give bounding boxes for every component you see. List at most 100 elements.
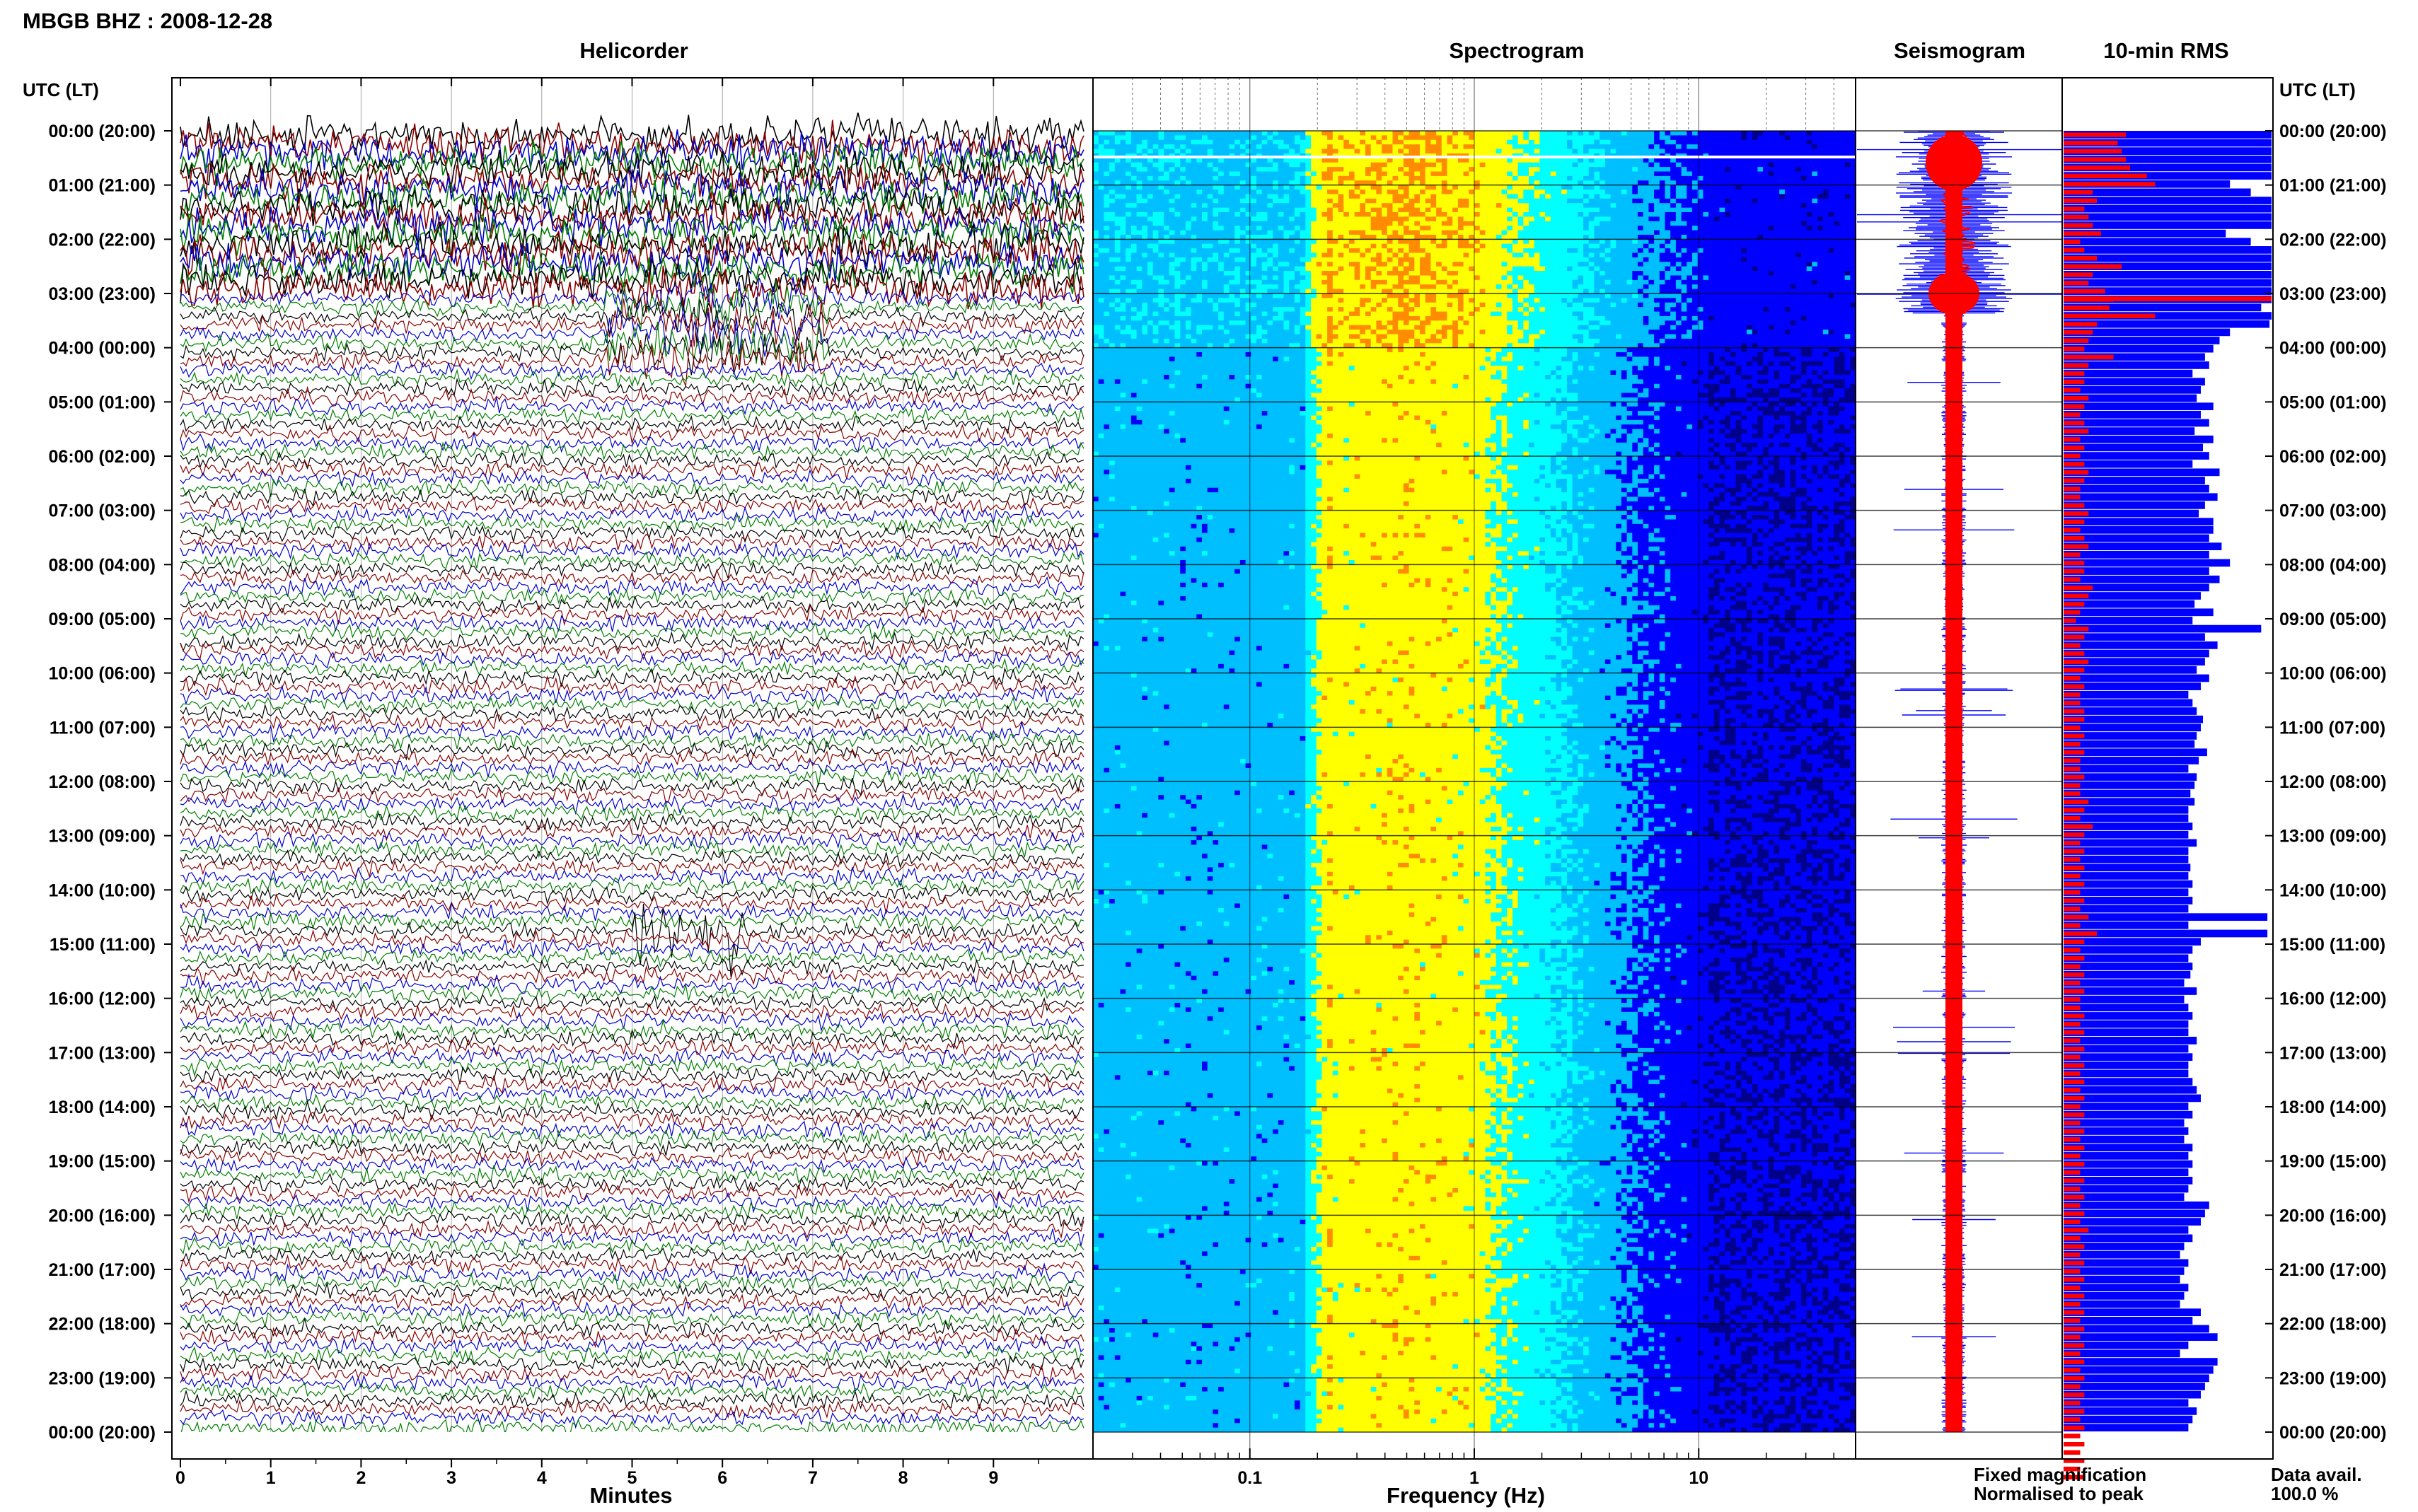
helicorder-trace — [180, 469, 1084, 489]
rms-bar-fixed — [2064, 929, 2268, 938]
minutes-tick-label: 6 — [717, 1468, 727, 1488]
rms-bar-fixed — [2064, 147, 2272, 156]
helicorder-trace — [180, 1129, 1084, 1148]
rms-bar-fixed — [2064, 197, 2272, 204]
rms-bar-normalised — [2064, 659, 2089, 665]
time-label-left: 04:00 (00:00) — [49, 339, 156, 359]
rms-bar-normalised — [2064, 882, 2085, 887]
helicorder-trace — [180, 360, 1084, 380]
helicorder-trace — [180, 450, 1084, 470]
rms-bar-normalised — [2064, 347, 2085, 351]
helicorder-trace — [180, 740, 1084, 761]
rms-bar-normalised — [2064, 618, 2076, 623]
helicorder-trace — [180, 1382, 1084, 1402]
freq-tick-label: 1 — [1469, 1468, 1479, 1488]
rms-bar-normalised — [2064, 453, 2081, 458]
helicorder-trace — [180, 140, 1084, 187]
helicorder-trace — [180, 613, 1084, 633]
rms-bar-fixed — [2064, 748, 2207, 757]
rms-bar-normalised — [2064, 750, 2085, 755]
rms-bar-fixed — [2064, 270, 2272, 279]
rms-bar-normalised — [2064, 989, 2085, 994]
legend-normalised-to-peak: Normalised to peak — [1974, 1483, 2144, 1504]
rms-bar-fixed — [2064, 1028, 2189, 1037]
rms-bar-normalised — [2064, 1120, 2081, 1126]
rms-bar-fixed — [2064, 1243, 2185, 1250]
helicorder-trace — [180, 965, 1084, 985]
time-label-right: 09:00 (05:00) — [2279, 610, 2386, 629]
helicorder-trace — [180, 576, 1084, 598]
rms-bar-normalised — [2064, 1260, 2085, 1266]
helicorder-trace — [180, 1317, 1084, 1339]
rms-bar-fixed — [2064, 699, 2193, 707]
helicorder-trace — [180, 912, 1084, 931]
rms-bar-normalised — [2064, 1376, 2085, 1381]
rms-bar-fixed — [2064, 320, 2270, 328]
helicorder-trace — [180, 586, 1084, 607]
rms-bar-normalised — [2064, 1368, 2081, 1373]
rms-bar-normalised — [2064, 1178, 2085, 1183]
helicorder-trace — [180, 955, 1084, 977]
rms-bar-normalised — [2064, 948, 2081, 953]
rms-bar-fixed — [2064, 484, 2209, 493]
time-label-left: 06:00 (02:00) — [49, 447, 156, 467]
rms-bar-fixed — [2064, 970, 2191, 979]
helicorder-trace — [180, 858, 1084, 878]
rms-bar-normalised — [2064, 1104, 2081, 1109]
rms-bar-normalised — [2064, 1054, 2081, 1060]
time-label-right: 00:00 (20:00) — [2279, 122, 2386, 141]
rms-bar-fixed — [2064, 1209, 2205, 1218]
rms-bar-normalised — [2064, 1194, 2085, 1200]
rms-bar-normalised — [2064, 1038, 2081, 1043]
time-label-right: 19:00 (15:00) — [2279, 1152, 2386, 1172]
helicorder-trace — [180, 541, 1084, 561]
seismogram-title: Seismogram — [1894, 38, 2025, 63]
rms-bar-fixed — [2064, 1127, 2189, 1135]
rms-bar-normalised — [2064, 1285, 2081, 1291]
rms-bar-fixed — [2064, 427, 2195, 435]
rms-bar-fixed — [2064, 757, 2199, 764]
rms-bar-fixed — [2064, 1383, 2205, 1390]
rms-bar-normalised — [2064, 914, 2089, 920]
helicorder-trace — [180, 478, 1084, 497]
rms-bar-normalised — [2064, 487, 2081, 492]
rms-bar-fixed — [2064, 1300, 2180, 1308]
rms-bar-fixed — [2064, 905, 2189, 913]
rms-bar-fixed — [2064, 773, 2197, 781]
rms-bar-normalised — [2064, 395, 2089, 401]
rms-bar-fixed — [2064, 1308, 2201, 1317]
rms-bar-fixed — [2064, 1119, 2185, 1127]
rms-bar-normalised — [2064, 437, 2081, 442]
helicorder-trace — [180, 866, 1084, 888]
rms-bar-normalised — [2064, 865, 2085, 871]
time-label-right: 22:00 (18:00) — [2279, 1315, 2386, 1334]
rms-bar-normalised — [2064, 725, 2081, 731]
time-label-right: 05:00 (01:00) — [2279, 392, 2386, 412]
rms-bar-normalised — [2064, 668, 2085, 673]
time-label-right: 16:00 (12:00) — [2279, 989, 2386, 1009]
rms-bar-fixed — [2064, 608, 2214, 617]
helicorder-trace — [180, 339, 1084, 387]
helicorder-trace — [180, 213, 1084, 257]
helicorder-trace — [180, 1354, 1084, 1374]
rms-bar-normalised — [2064, 931, 2097, 936]
rms-bar-fixed — [2064, 279, 2272, 287]
rms-bar-fixed — [2064, 378, 2205, 386]
rms-bar-fixed — [2064, 633, 2205, 641]
time-label-left: 20:00 (16:00) — [49, 1206, 156, 1226]
helicorder-trace — [180, 1409, 1084, 1429]
rms-bar-normalised — [2064, 503, 2085, 508]
rms-bar-fixed — [2064, 542, 2222, 550]
rms-bar-fixed — [2064, 963, 2193, 970]
helicorder-trace — [180, 1227, 1084, 1248]
rms-bar-fixed — [2064, 863, 2191, 872]
rms-bar-normalised — [2064, 256, 2097, 261]
helicorder-trace — [180, 376, 1084, 398]
rms-bar-fixed — [2064, 715, 2203, 723]
rms-bar-normalised — [2064, 675, 2081, 681]
rms-bar-fixed — [2064, 987, 2197, 995]
rms-bar-fixed — [2064, 419, 2209, 427]
rms-bar-fixed — [2064, 995, 2185, 1004]
rms-frame — [2061, 77, 2274, 1460]
rms-bar-normalised — [2064, 207, 2085, 211]
